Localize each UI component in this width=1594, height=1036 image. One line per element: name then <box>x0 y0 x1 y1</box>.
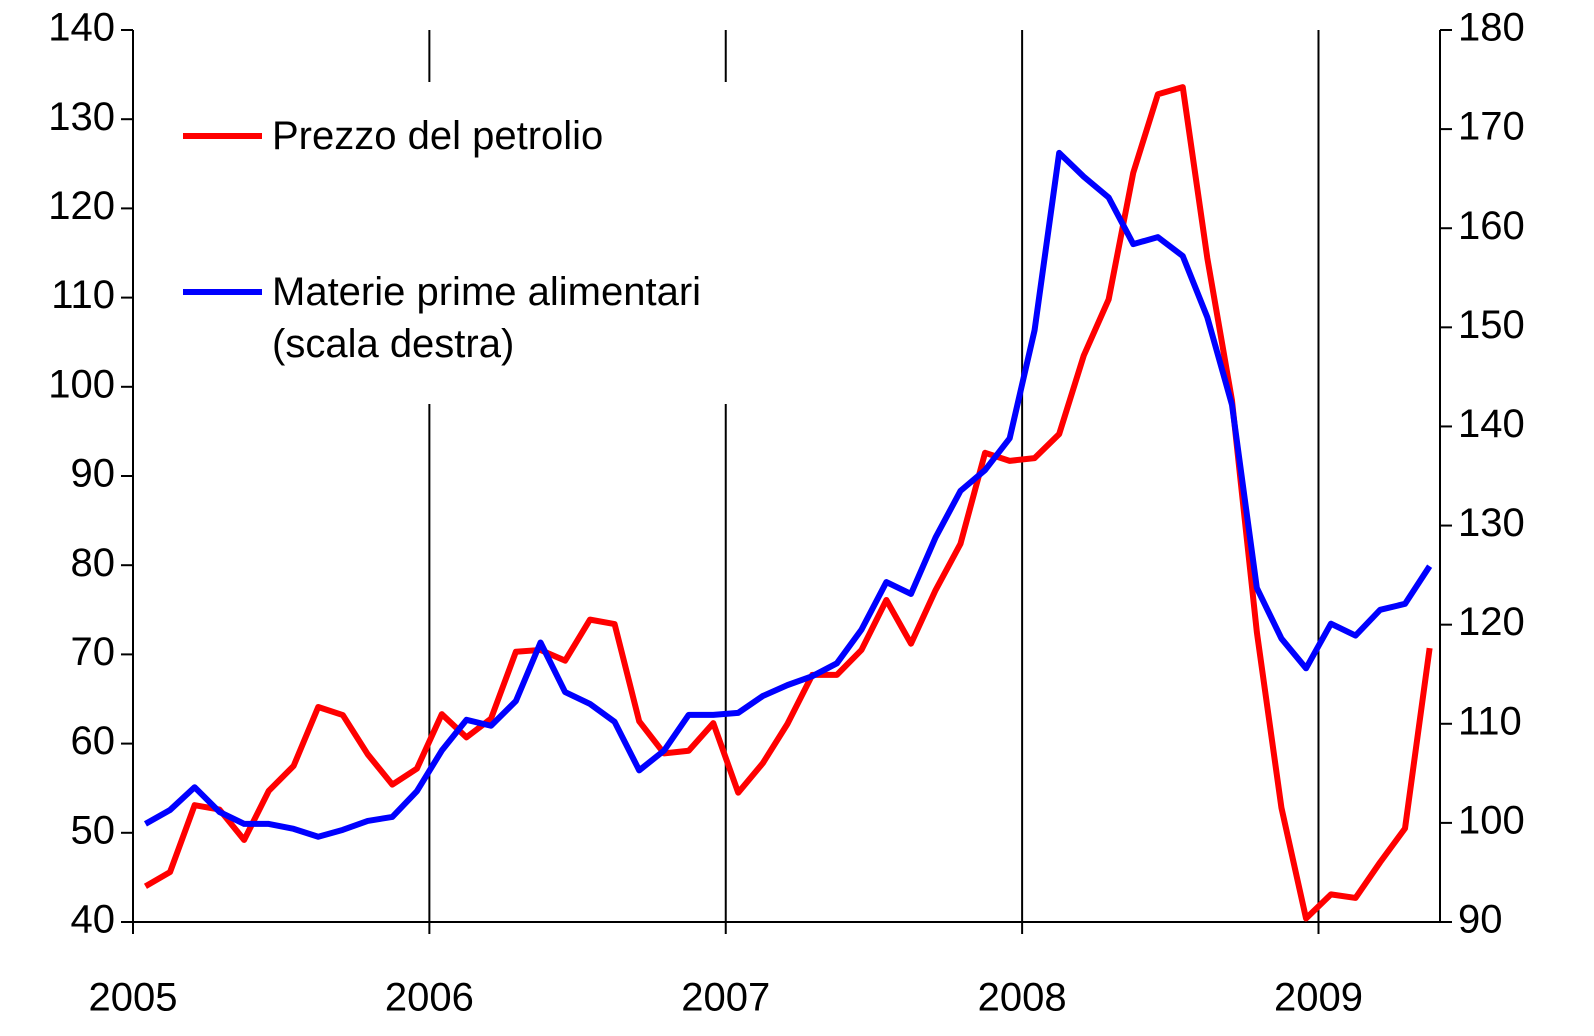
y2-tick-label: 140 <box>1458 402 1525 446</box>
y-tick-label: 120 <box>48 184 115 228</box>
y2-tick-label: 180 <box>1458 6 1525 50</box>
y-tick-label: 60 <box>71 719 116 763</box>
legend-box <box>160 82 800 404</box>
y2-tick-label: 100 <box>1458 798 1525 842</box>
y-tick-label: 40 <box>71 898 116 942</box>
y-tick-label: 110 <box>51 273 115 317</box>
y-tick-label: 140 <box>48 6 115 50</box>
y2-tick-label: 120 <box>1458 600 1525 644</box>
y2-tick-label: 90 <box>1458 898 1503 942</box>
legend-label: Prezzo del petrolio <box>272 114 604 158</box>
y2-tick-label: 130 <box>1458 501 1525 545</box>
y-tick-label: 70 <box>71 630 116 674</box>
y-tick-label: 50 <box>71 808 116 852</box>
series-line <box>143 149 1433 840</box>
x-tick-label: 2009 <box>1274 976 1363 1020</box>
x-tick-label: 2006 <box>385 976 474 1020</box>
y-tick-label: 80 <box>71 541 116 585</box>
y2-tick-label: 160 <box>1458 204 1525 248</box>
series-line <box>143 84 1433 922</box>
legend-label: Materie prime alimentari (scala destra) <box>272 270 702 366</box>
y-tick-label: 90 <box>71 452 116 496</box>
x-tick-label: 2007 <box>681 976 770 1020</box>
y2-tick-label: 150 <box>1458 303 1525 347</box>
x-tick-label: 2008 <box>978 976 1067 1020</box>
y2-tick-label: 110 <box>1458 699 1522 743</box>
y2-tick-label: 170 <box>1458 105 1525 149</box>
y-tick-label: 100 <box>48 362 115 406</box>
x-tick-label: 2005 <box>89 976 178 1020</box>
y-tick-label: 130 <box>48 95 115 139</box>
